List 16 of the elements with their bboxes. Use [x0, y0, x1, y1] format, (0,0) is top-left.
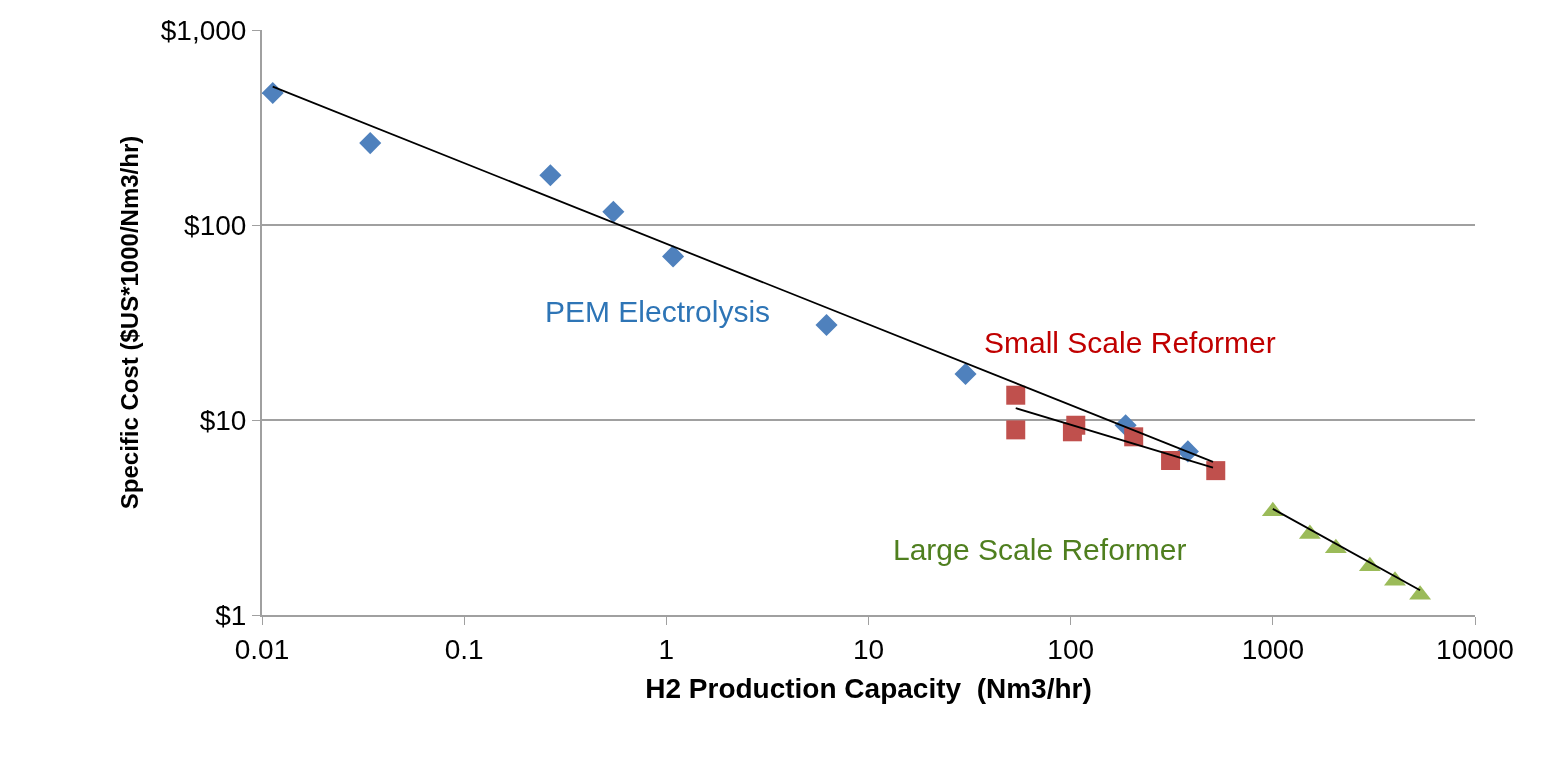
x-tick-label: 1: [658, 633, 675, 665]
y-tick-label: $1: [215, 599, 247, 631]
x-tick-label: 0.01: [234, 633, 290, 665]
annotation: Large Scale Reformer: [893, 533, 1187, 566]
annotation: PEM Electrolysis: [545, 295, 771, 328]
annotation: Small Scale Reformer: [984, 326, 1276, 359]
x-tick-label: 0.1: [444, 633, 484, 665]
y-axis-title: Specific Cost ($US*1000/Nm3/hr): [116, 135, 144, 510]
x-axis-title: H2 Production Capacity (Nm3/hr): [645, 673, 1092, 705]
x-tick-label: 10: [852, 633, 885, 665]
x-tick-label: 10000: [1436, 633, 1514, 665]
x-tick-label: 1000: [1241, 633, 1304, 665]
y-tick-label: $1,000: [160, 14, 247, 46]
y-tick-label: $100: [184, 209, 247, 241]
x-tick-label: 100: [1047, 633, 1095, 665]
y-tick-label: $10: [199, 404, 247, 436]
